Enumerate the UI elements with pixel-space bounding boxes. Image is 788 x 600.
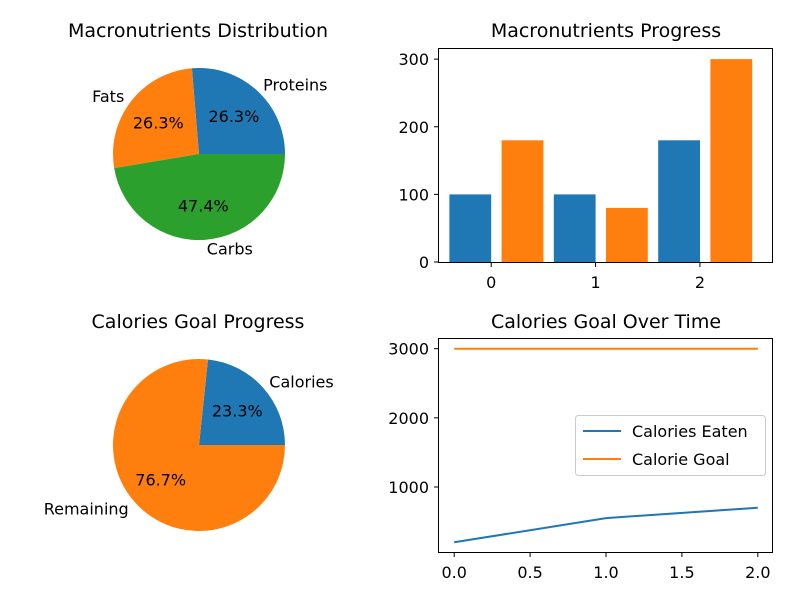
pie-label-remaining: Remaining	[44, 499, 129, 518]
y-tick-label: 0	[419, 253, 429, 272]
legend-label-calorie-goal: Calorie Goal	[632, 450, 730, 469]
pie-label-carbs: Carbs	[207, 239, 253, 258]
y-tick-label: 1000	[388, 478, 429, 497]
pie-label-calories: Calories	[269, 373, 333, 392]
legend-label-calories-eaten: Calories Eaten	[632, 422, 748, 441]
y-tick-label: 200	[398, 118, 429, 137]
y-tick-label: 2000	[388, 409, 429, 428]
pie-slice-fats	[112, 68, 199, 169]
pie-pct-proteins: 26.3%	[208, 107, 259, 126]
chart-title: Macronutrients Distribution	[68, 20, 328, 42]
bar-1	[501, 140, 544, 262]
macronutrients-distribution-chart: Macronutrients Distribution Proteins26.3…	[68, 20, 328, 258]
pie-slice-calories	[199, 359, 285, 445]
line-calories-eaten	[454, 506, 758, 544]
pie-label-fats: Fats	[92, 87, 124, 106]
pie-pct-fats: 26.3%	[133, 113, 184, 132]
y-tick-label: 300	[398, 50, 429, 69]
legend: Calories Eaten Calorie Goal	[575, 415, 766, 476]
bar-3	[606, 207, 648, 262]
x-tick-label: 1.0	[593, 563, 618, 582]
pie-slice-carbs	[114, 154, 286, 241]
x-tick-label: 0	[486, 273, 496, 292]
macronutrients-progress-chart: Macronutrients Progress 0 1 2 0 100 200 300	[398, 20, 773, 292]
bar-5	[710, 59, 753, 262]
x-tick-label: 0.0	[441, 563, 466, 582]
plot-frame	[438, 48, 773, 263]
bar-2	[553, 194, 596, 262]
y-tick-label: 100	[398, 185, 429, 204]
chart-title: Calories Goal Progress	[92, 311, 305, 333]
legend-box	[575, 415, 766, 476]
x-tick-label: 0.5	[517, 563, 542, 582]
x-tick-label: 2	[695, 273, 705, 292]
pie-slice-proteins	[191, 67, 285, 154]
pie-slice-remaining	[113, 358, 285, 531]
pie-pct-carbs: 47.4%	[178, 196, 229, 215]
calories-goal-over-time-chart: Calories Goal Over Time 0.0 0.5 1.0 1.5 2.0 1…	[388, 311, 773, 582]
bar-4	[658, 140, 700, 262]
chart-title: Calories Goal Over Time	[491, 311, 721, 333]
x-tick-label: 2.0	[745, 563, 770, 582]
pie-label-proteins: Proteins	[263, 75, 327, 94]
calories-goal-progress-chart: Calories Goal Progress Calories 23.3% Rema…	[44, 311, 334, 531]
pie-pct-calories: 23.3%	[212, 402, 263, 421]
x-tick-label: 1	[590, 273, 600, 292]
bar-0	[449, 194, 492, 262]
pie-pct-remaining: 76.7%	[135, 471, 186, 490]
y-tick-label: 3000	[388, 340, 429, 359]
chart-title: Macronutrients Progress	[491, 20, 721, 42]
x-tick-label: 1.5	[669, 563, 694, 582]
